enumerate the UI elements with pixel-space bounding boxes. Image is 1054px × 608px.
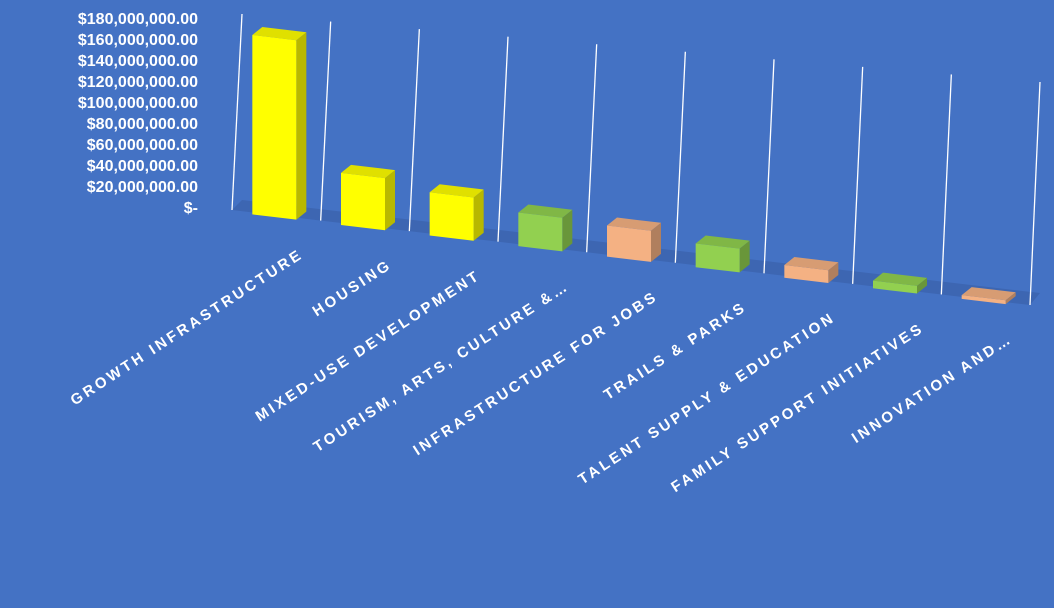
bar-top	[341, 164, 395, 179]
gridline	[674, 51, 686, 263]
gridline	[497, 36, 509, 242]
bar	[518, 204, 573, 252]
bar-front	[961, 295, 1006, 305]
bar	[429, 184, 484, 241]
gridline	[763, 59, 775, 274]
bar-front	[518, 212, 563, 252]
gridline	[852, 66, 864, 284]
chart-gridlines	[231, 13, 1041, 306]
bar-top	[873, 272, 927, 286]
x-tick-label: MIXED-USE DEVELOPMENT	[253, 267, 484, 425]
bar-side	[385, 170, 395, 231]
y-tick-label: $80,000,000.00	[87, 116, 198, 133]
bar	[695, 235, 750, 273]
bar-side	[562, 209, 573, 252]
bar-front	[341, 172, 385, 231]
bar-top	[607, 217, 661, 231]
y-tick-label: $140,000,000.00	[78, 53, 198, 70]
bar-front	[429, 192, 474, 241]
bar	[873, 272, 927, 294]
bar-side	[296, 32, 307, 220]
bar	[607, 217, 661, 262]
bar	[252, 26, 307, 220]
bar-top	[695, 235, 750, 249]
y-tick-label: $40,000,000.00	[87, 158, 198, 175]
bar-front	[695, 243, 740, 273]
y-tick-label: $-	[184, 200, 198, 217]
chart-bars	[252, 26, 1016, 305]
gridline	[940, 74, 952, 295]
y-axis-tick-labels: $180,000,000.00 $160,000,000.00 $140,000,0…	[78, 11, 198, 217]
y-tick-label: $160,000,000.00	[78, 32, 198, 49]
bar-side	[828, 262, 839, 283]
gridline	[586, 44, 598, 253]
gridline	[408, 29, 420, 232]
bar-front	[873, 280, 917, 294]
bar-front	[784, 265, 829, 283]
bar-top	[784, 257, 839, 271]
bar-front	[252, 34, 297, 220]
y-tick-label: $60,000,000.00	[87, 137, 198, 154]
bar-side	[739, 240, 750, 273]
x-tick-label: HOUSING	[310, 256, 396, 320]
gridline	[1029, 81, 1041, 306]
bar-top	[961, 287, 1016, 301]
bar	[341, 164, 395, 231]
gridline	[320, 21, 332, 221]
bar-side	[917, 277, 927, 294]
gridline	[231, 13, 243, 211]
bar-front	[607, 225, 651, 262]
bar	[961, 287, 1016, 305]
bar-side	[651, 222, 661, 262]
bar-top	[518, 204, 573, 218]
y-tick-label: $180,000,000.00	[78, 11, 198, 28]
bar	[784, 257, 839, 283]
bar-top	[429, 184, 484, 198]
y-tick-label: $20,000,000.00	[87, 179, 198, 196]
x-tick-label: GROWTH INFRASTRUCTURE	[68, 246, 307, 409]
y-tick-label: $120,000,000.00	[78, 74, 198, 91]
bar-side	[1005, 292, 1016, 305]
y-tick-label: $100,000,000.00	[78, 95, 198, 112]
bar-side	[473, 189, 484, 241]
bar-top	[252, 26, 307, 41]
